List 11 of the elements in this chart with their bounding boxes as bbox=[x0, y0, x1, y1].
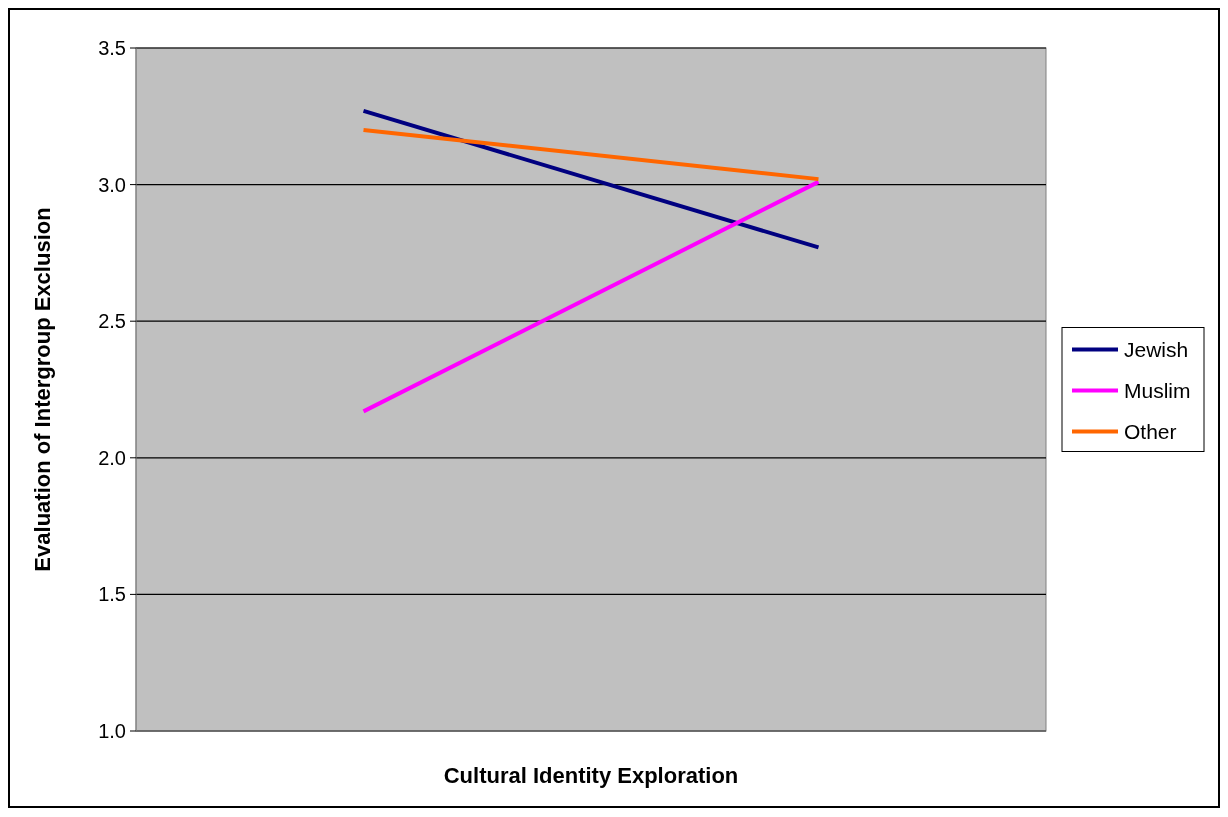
y-tick-label: 1.0 bbox=[98, 720, 126, 742]
y-tick-label: 3.5 bbox=[98, 37, 126, 59]
y-tick-label: 2.0 bbox=[98, 446, 126, 469]
legend-label: Other bbox=[1124, 419, 1177, 443]
y-tick-label: 3.0 bbox=[98, 173, 126, 196]
y-tick-label: 1.5 bbox=[98, 583, 126, 606]
y-tick-label: 2.5 bbox=[98, 310, 126, 333]
x-axis-title: Cultural Identity Exploration bbox=[443, 763, 739, 788]
legend-label: Muslim bbox=[1124, 378, 1191, 402]
legend-label: Jewish bbox=[1124, 337, 1189, 361]
y-axis-title: Evaluation of Intergroup Exclusion bbox=[30, 207, 55, 572]
